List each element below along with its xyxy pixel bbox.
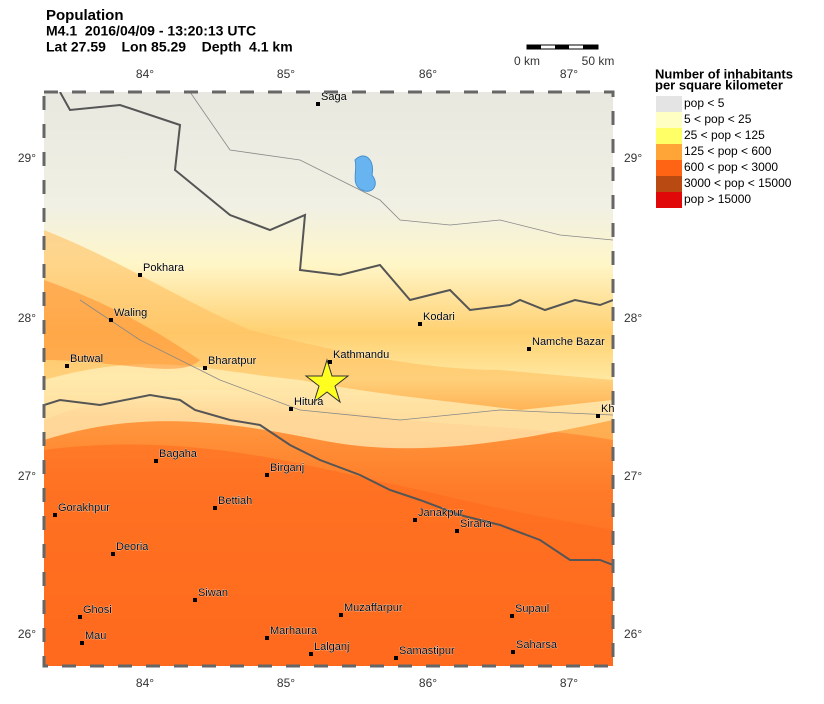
lat-label: 26° xyxy=(624,627,642,641)
scale-bar xyxy=(526,44,599,50)
lon-label: 85° xyxy=(277,676,295,690)
legend-swatch xyxy=(656,96,682,112)
lat-label: 27° xyxy=(18,469,36,483)
lon-label: 87° xyxy=(560,676,578,690)
city-marker xyxy=(111,552,115,556)
legend-swatch xyxy=(656,144,682,160)
city-marker xyxy=(78,615,82,619)
legend-swatch xyxy=(656,192,682,208)
city-marker xyxy=(265,473,269,477)
city-label: Samastipur xyxy=(399,645,455,657)
city-marker xyxy=(193,598,197,602)
legend-label: 3000 < pop < 15000 xyxy=(684,176,792,190)
lat-label: 27° xyxy=(624,469,642,483)
city-marker xyxy=(413,518,417,522)
city-marker xyxy=(109,318,113,322)
city-label: Bettiah xyxy=(218,495,252,507)
title: Population xyxy=(46,7,124,24)
legend-label: pop > 15000 xyxy=(684,192,751,206)
city-marker xyxy=(154,459,158,463)
legend-title: Number of inhabitants xyxy=(655,66,793,81)
lat-label: 28° xyxy=(624,311,642,325)
city-label: Mau xyxy=(85,630,106,642)
city-label: Marhaura xyxy=(270,625,318,637)
lon-label: 85° xyxy=(277,67,295,81)
city-label: Birganj xyxy=(270,462,304,474)
city-marker xyxy=(138,273,142,277)
city-label: Kh xyxy=(601,403,614,415)
city-label: Kathmandu xyxy=(333,349,389,361)
city-label: Lalganj xyxy=(314,641,349,653)
legend-swatch xyxy=(656,128,682,144)
location-line: Lat 27.59 Lon 85.29 Depth 4.1 km xyxy=(46,39,293,55)
legend-swatch xyxy=(656,176,682,192)
lat-label: 28° xyxy=(18,311,36,325)
city-label: Bharatpur xyxy=(208,355,257,367)
legend-label: 600 < pop < 3000 xyxy=(684,160,778,174)
city-label: Siraha xyxy=(460,518,493,530)
city-marker xyxy=(65,364,69,368)
city-label: Kodari xyxy=(423,311,455,323)
city-marker xyxy=(213,506,217,510)
legend-label: 25 < pop < 125 xyxy=(684,128,765,142)
city-marker xyxy=(511,650,515,654)
city-label: Supaul xyxy=(515,603,549,615)
map-area xyxy=(44,92,613,666)
lat-label: 29° xyxy=(18,151,36,165)
city-label: Ghosi xyxy=(83,604,112,616)
city-label: Butwal xyxy=(70,353,103,365)
lon-label: 86° xyxy=(419,67,437,81)
city-marker xyxy=(53,513,57,517)
city-label: Pokhara xyxy=(143,262,185,274)
lat-label: 29° xyxy=(624,151,642,165)
city-label: Muzaffarpur xyxy=(344,602,403,614)
legend-swatch xyxy=(656,160,682,176)
lon-label: 87° xyxy=(560,67,578,81)
scale-label: 50 km xyxy=(582,54,615,68)
event-line: M4.1 2016/04/09 - 13:20:13 UTC xyxy=(46,23,256,39)
city-marker xyxy=(418,322,422,326)
city-marker xyxy=(316,102,320,106)
city-label: Saharsa xyxy=(516,639,558,651)
city-label: Deoria xyxy=(116,541,149,553)
legend-swatch xyxy=(656,112,682,128)
city-label: Siwan xyxy=(198,587,228,599)
legend-label: pop < 5 xyxy=(684,96,725,110)
lon-label: 86° xyxy=(419,676,437,690)
lat-label: 26° xyxy=(18,627,36,641)
city-label: Bagaha xyxy=(159,448,198,460)
city-marker xyxy=(510,614,514,618)
city-marker xyxy=(527,347,531,351)
city-label: Hitura xyxy=(294,396,324,408)
city-label: Gorakhpur xyxy=(58,502,110,514)
epicenter-star xyxy=(304,358,350,404)
legend-title: per square kilometer xyxy=(655,77,783,92)
city-label: Waling xyxy=(114,307,147,319)
scale-label: 0 km xyxy=(514,54,540,68)
city-marker xyxy=(596,414,600,418)
city-marker xyxy=(289,407,293,411)
lon-label: 84° xyxy=(136,67,154,81)
city-marker xyxy=(339,613,343,617)
legend-label: 125 < pop < 600 xyxy=(684,144,772,158)
city-marker xyxy=(203,366,207,370)
city-label: Saga xyxy=(321,91,348,103)
lon-label: 84° xyxy=(136,676,154,690)
city-marker xyxy=(394,656,398,660)
city-marker xyxy=(328,360,332,364)
map-frame xyxy=(42,90,615,668)
city-marker xyxy=(265,636,269,640)
city-label: Namche Bazar xyxy=(532,336,605,348)
city-marker xyxy=(455,529,459,533)
city-marker xyxy=(309,652,313,656)
city-label: Janakpur xyxy=(418,507,464,519)
city-marker xyxy=(80,641,84,645)
legend-label: 5 < pop < 25 xyxy=(684,112,752,126)
